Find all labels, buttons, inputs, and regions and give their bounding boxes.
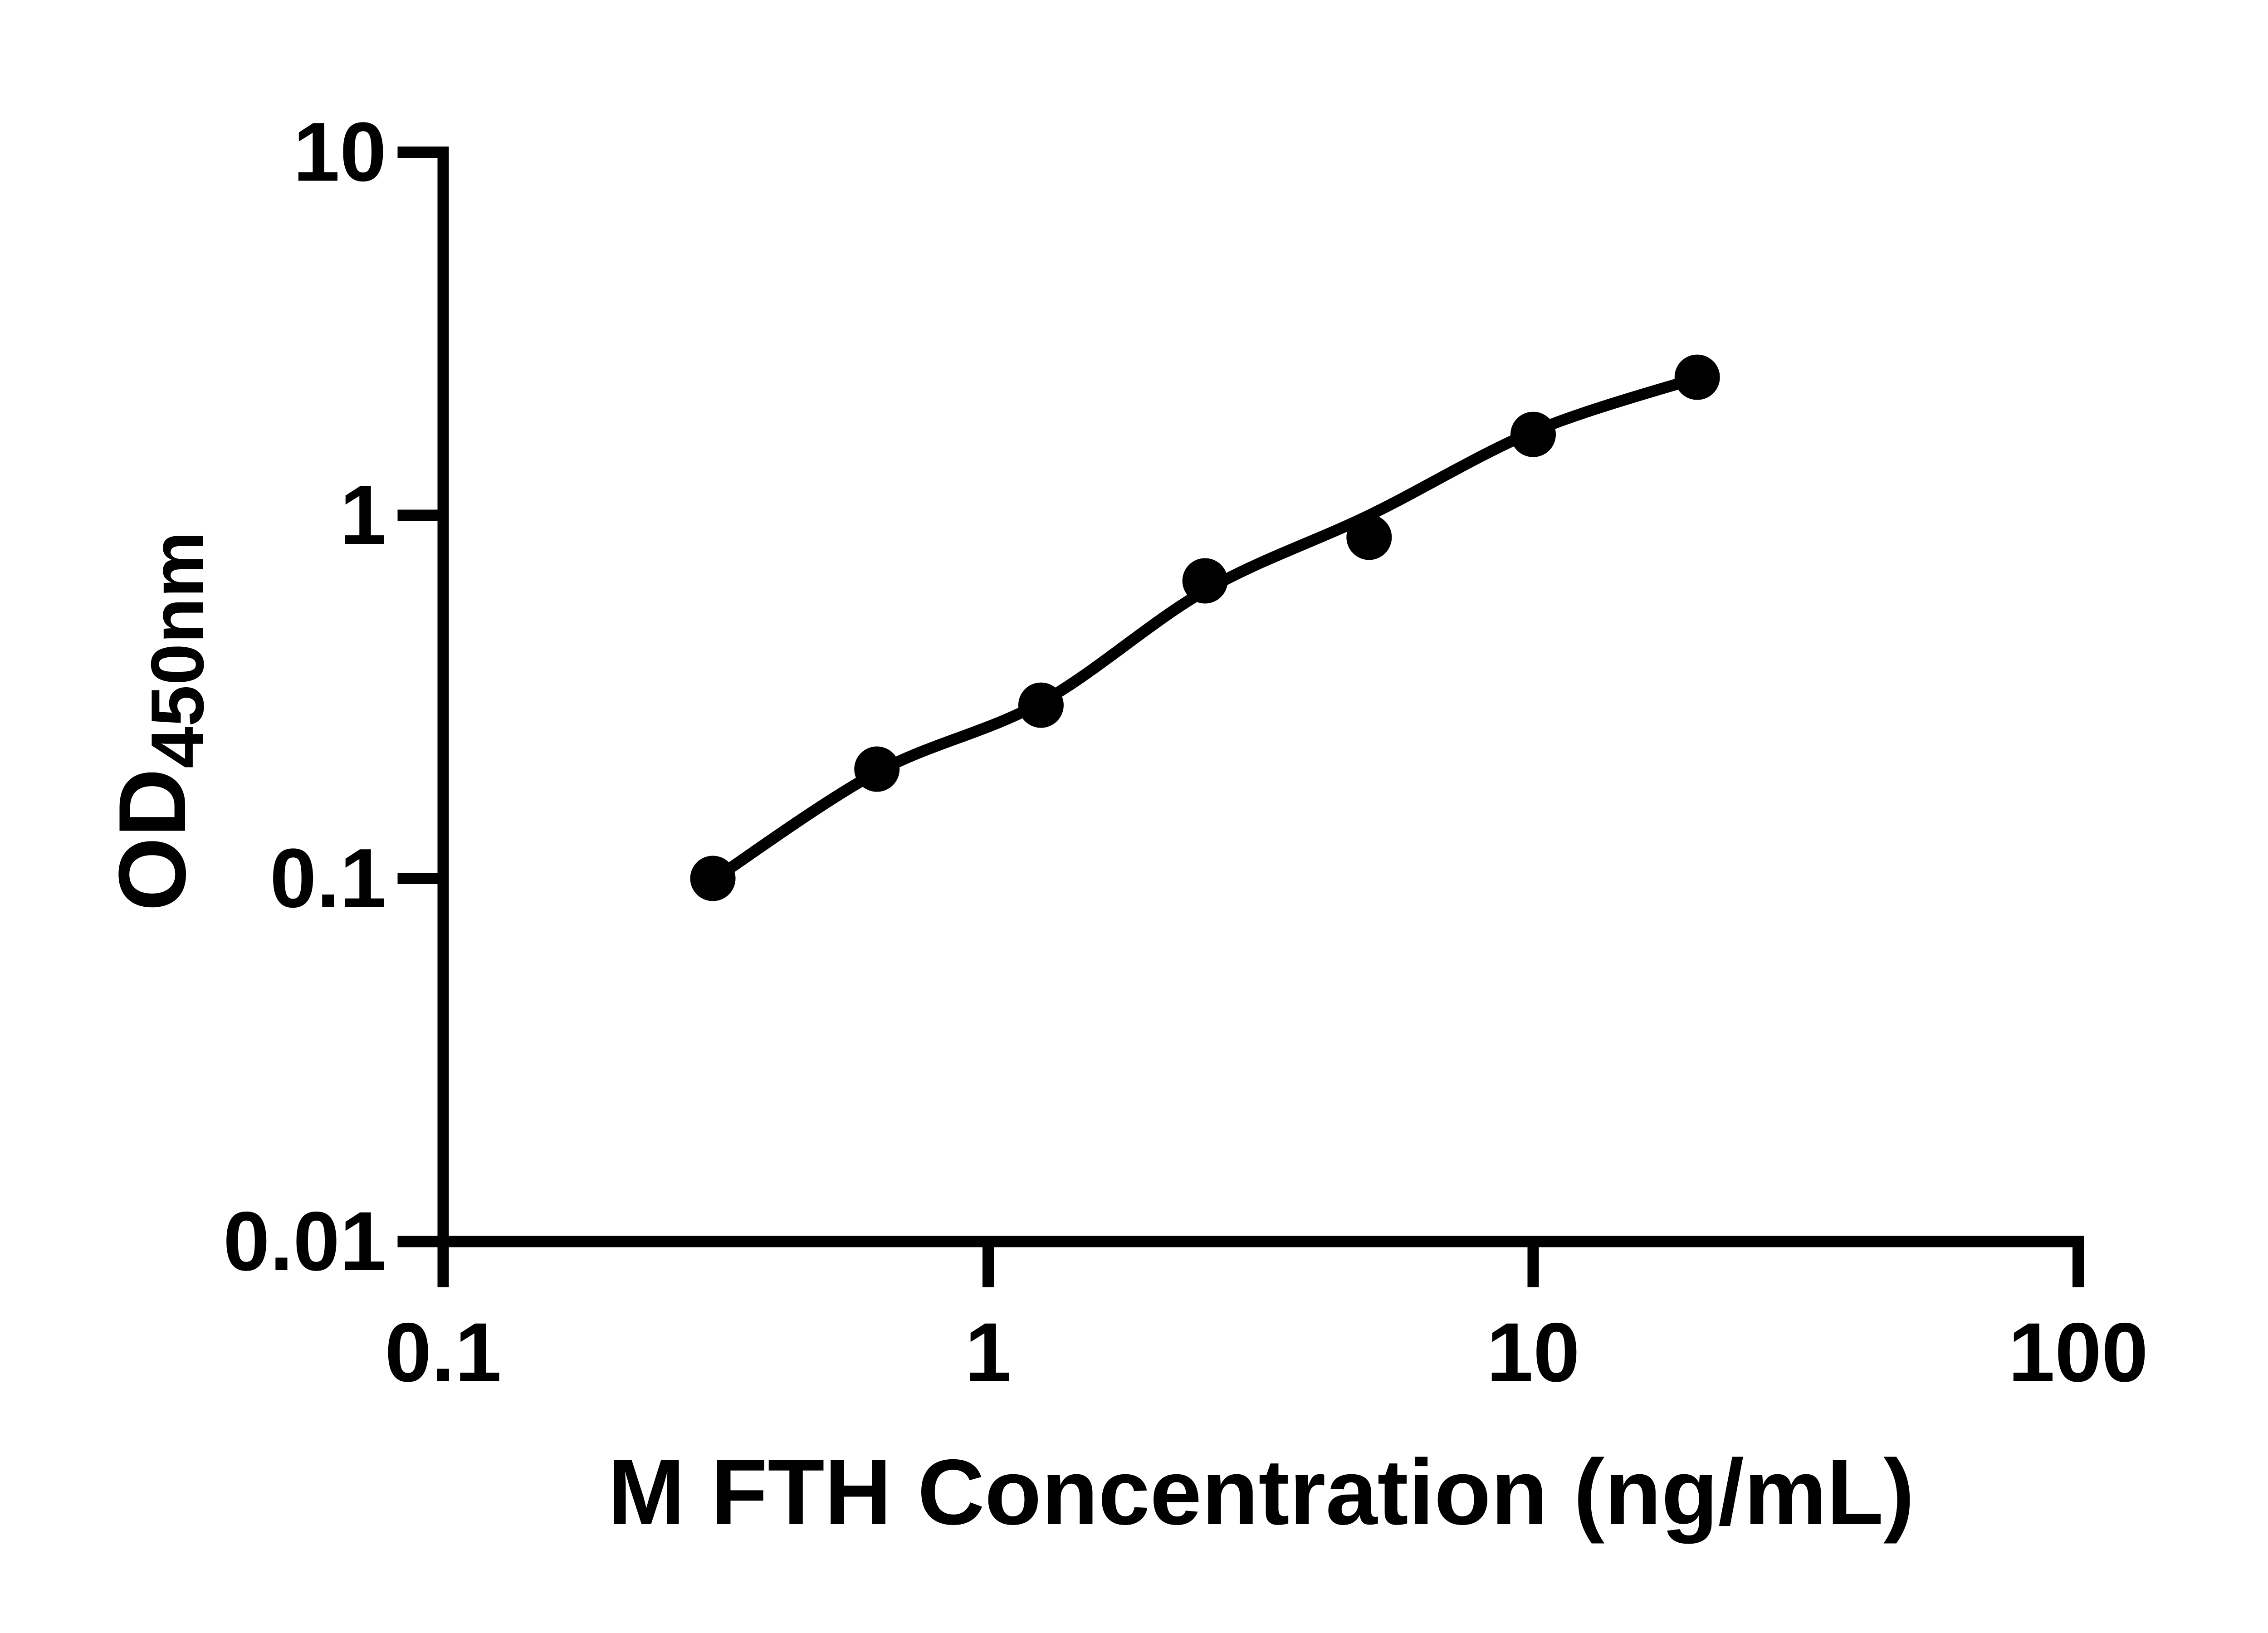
- y-axis-ticks: [397, 147, 438, 1247]
- data-point: [1346, 514, 1392, 560]
- fit-curve-layer: [709, 372, 1699, 885]
- data-point: [1182, 558, 1228, 604]
- y-axis-title-main: OD: [99, 768, 205, 911]
- y-tick-labels: 10 1 0.1 0.01: [223, 106, 386, 1289]
- x-tick-label-0.1: 0.1: [385, 1306, 501, 1399]
- x-axis-ticks: [437, 1247, 2084, 1287]
- y-tick-label-0.01: 0.01: [223, 1195, 386, 1288]
- data-point: [1674, 354, 1720, 400]
- data-point: [854, 746, 900, 792]
- x-tick-labels: 0.1 1 10 100: [385, 1306, 2148, 1399]
- data-point: [690, 856, 736, 901]
- data-point: [1018, 682, 1064, 728]
- y-axis-title-subscript: 450nm: [136, 531, 219, 768]
- y-tick-label-10: 10: [293, 106, 386, 199]
- y-axis-title: OD450nm: [99, 531, 219, 911]
- y-tick-label-0.1: 0.1: [270, 832, 386, 925]
- x-tick-label-10: 10: [1486, 1306, 1580, 1399]
- axes: [437, 147, 2084, 1247]
- x-axis-title: M FTH Concentration (ng/mL): [607, 1440, 1914, 1544]
- data-point: [1510, 411, 1556, 457]
- x-tick-label-100: 100: [2008, 1306, 2148, 1399]
- fit-curve: [709, 372, 1699, 885]
- x-tick-label-1: 1: [965, 1306, 1012, 1399]
- y-tick-label-1: 1: [340, 469, 386, 562]
- data-point-layer: [690, 354, 1720, 901]
